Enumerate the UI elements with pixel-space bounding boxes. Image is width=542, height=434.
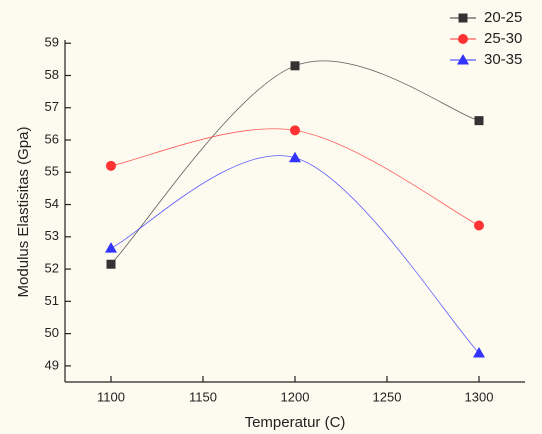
y-tick-label: 51 bbox=[45, 293, 59, 308]
x-tick-label: 1200 bbox=[281, 389, 310, 404]
data-point bbox=[290, 125, 300, 136]
y-tick-label: 59 bbox=[45, 35, 59, 50]
data-point bbox=[473, 346, 485, 358]
data-point bbox=[106, 259, 116, 269]
legend-marker bbox=[457, 54, 469, 65]
y-tick-label: 58 bbox=[45, 67, 59, 82]
y-tick-label: 56 bbox=[45, 131, 59, 146]
legend-label: 20-25 bbox=[484, 9, 522, 26]
legend-marker bbox=[458, 34, 468, 44]
y-tick-label: 50 bbox=[45, 325, 59, 340]
legend-marker bbox=[458, 13, 468, 23]
data-point bbox=[105, 242, 117, 253]
x-tick-label: 1100 bbox=[97, 389, 125, 404]
x-tick-label: 1250 bbox=[373, 389, 402, 404]
data-point bbox=[474, 220, 484, 231]
y-tick-label: 53 bbox=[45, 228, 59, 243]
x-tick-label: 1300 bbox=[465, 389, 494, 404]
y-tick-label: 55 bbox=[45, 164, 59, 179]
y-axis-label: Modulus Elastisitas (Gpa) bbox=[15, 127, 32, 298]
x-axis-label: Temperatur (C) bbox=[245, 414, 346, 431]
y-tick-label: 49 bbox=[45, 357, 59, 372]
y-tick-label: 54 bbox=[45, 196, 59, 211]
data-point bbox=[289, 151, 301, 163]
y-tick-label: 57 bbox=[45, 99, 59, 114]
data-point bbox=[290, 61, 300, 71]
data-point bbox=[106, 160, 116, 171]
data-point bbox=[474, 116, 484, 126]
y-tick-label: 52 bbox=[45, 261, 59, 276]
legend-label: 30-35 bbox=[484, 51, 522, 68]
legend-label: 25-30 bbox=[484, 30, 522, 47]
x-tick-label: 1150 bbox=[189, 389, 217, 404]
